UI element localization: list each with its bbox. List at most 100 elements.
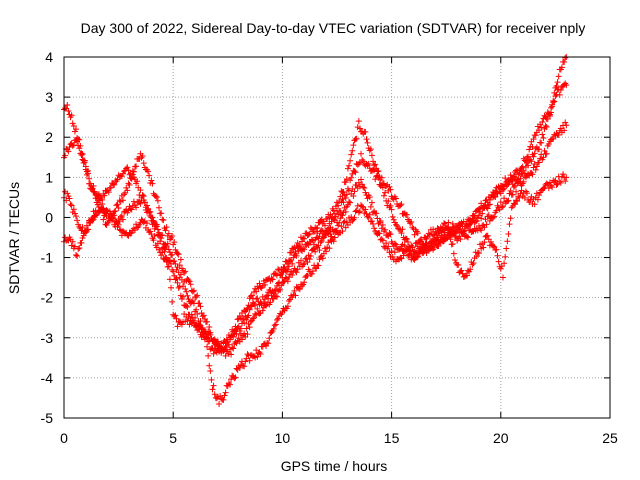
- data-point-track-3: [116, 218, 123, 225]
- y-axis-label: SDTVAR / TECUs: [6, 182, 22, 294]
- data-point-track-1: [561, 59, 568, 66]
- data-point-track-4: [143, 220, 150, 227]
- data-point-track-3: [162, 245, 169, 252]
- data-point-track-1: [346, 162, 353, 169]
- data-point-track-4: [69, 238, 76, 245]
- data-point-track-3: [259, 307, 266, 314]
- data-point-track-3: [478, 227, 485, 234]
- data-point-track-4: [505, 230, 512, 237]
- data-point-track-3: [326, 227, 333, 234]
- data-point-track-3: [501, 195, 508, 202]
- data-point-track-3: [71, 210, 78, 217]
- data-point-track-2: [470, 212, 477, 219]
- data-point-track-1: [363, 136, 370, 143]
- data-point-track-4: [266, 335, 273, 342]
- data-point-track-3: [111, 212, 118, 219]
- data-point-track-3: [350, 193, 357, 200]
- data-point-track-1: [558, 64, 565, 71]
- data-point-track-3: [228, 351, 235, 358]
- data-point-track-1: [111, 181, 118, 188]
- data-point-track-2: [75, 142, 82, 149]
- data-point-track-1: [105, 189, 112, 196]
- data-point-track-2: [100, 216, 107, 223]
- data-point-track-3: [424, 247, 431, 254]
- data-point-track-3: [176, 283, 183, 290]
- data-point-track-3: [229, 344, 236, 351]
- data-point-track-4: [257, 351, 264, 358]
- data-point-track-2: [552, 93, 559, 100]
- data-point-track-4: [151, 233, 158, 240]
- data-point-track-3: [153, 223, 160, 230]
- data-point-track-1: [311, 228, 318, 235]
- data-point-track-2: [123, 184, 130, 191]
- data-point-track-4: [202, 333, 209, 340]
- data-point-track-2: [177, 256, 184, 263]
- data-point-track-2: [200, 312, 207, 319]
- data-point-track-2: [360, 158, 367, 165]
- data-point-track-4: [158, 252, 165, 259]
- x-tick-label: 5: [169, 430, 177, 446]
- data-point-track-3: [483, 221, 490, 228]
- data-point-track-4: [557, 179, 564, 186]
- data-point-track-1: [387, 186, 394, 193]
- data-point-track-4: [546, 179, 553, 186]
- data-point-track-4: [436, 229, 443, 236]
- data-point-track-2: [442, 220, 449, 227]
- data-point-track-2: [492, 193, 499, 200]
- data-point-track-1: [478, 200, 485, 207]
- data-point-track-2: [522, 158, 529, 165]
- data-point-track-4: [534, 196, 541, 203]
- data-point-track-4: [397, 254, 404, 261]
- data-point-track-2: [115, 205, 122, 212]
- data-point-track-1: [562, 54, 569, 61]
- data-point-track-3: [251, 314, 258, 321]
- data-point-track-2: [484, 205, 491, 212]
- data-point-track-4: [323, 248, 330, 255]
- data-point-track-1: [553, 82, 560, 89]
- data-point-track-1: [554, 79, 561, 86]
- data-point-track-4: [285, 298, 292, 305]
- data-point-track-2: [519, 163, 526, 170]
- data-point-track-3: [434, 234, 441, 241]
- x-tick-label: 10: [275, 430, 291, 446]
- data-point-track-4: [362, 206, 369, 213]
- data-point-track-1: [119, 170, 126, 177]
- data-point-track-4: [503, 245, 510, 252]
- data-point-track-4: [147, 228, 154, 235]
- data-point-track-4: [222, 389, 229, 396]
- x-tick-label: 15: [384, 430, 400, 446]
- data-point-track-3: [444, 235, 451, 242]
- data-point-track-4: [432, 228, 439, 235]
- data-point-track-4: [115, 221, 122, 228]
- y-tick-label: 4: [45, 49, 53, 65]
- data-point-track-2: [69, 142, 76, 149]
- data-point-track-3: [463, 233, 470, 240]
- data-point-track-4: [455, 261, 462, 268]
- data-point-track-3: [67, 201, 74, 208]
- data-point-track-3: [140, 193, 147, 200]
- data-point-track-4: [210, 382, 217, 389]
- data-point-track-4: [351, 214, 358, 221]
- data-point-track-2: [502, 175, 509, 182]
- data-point-track-4: [510, 200, 517, 207]
- data-point-track-4: [140, 219, 147, 226]
- data-point-track-3: [230, 345, 237, 352]
- data-point-track-4: [80, 232, 87, 239]
- data-point-track-1: [340, 189, 347, 196]
- data-point-track-4: [548, 182, 555, 189]
- data-point-track-4: [221, 392, 228, 399]
- data-point-track-3: [368, 199, 375, 206]
- data-point-track-2: [305, 241, 312, 248]
- data-point-track-3: [505, 197, 512, 204]
- data-point-track-4: [271, 322, 278, 329]
- data-point-track-4: [354, 202, 361, 209]
- data-point-track-2: [479, 210, 486, 217]
- data-point-track-1: [543, 123, 550, 130]
- data-point-track-4: [404, 252, 411, 259]
- data-point-track-3: [550, 135, 557, 142]
- data-point-track-2: [509, 176, 516, 183]
- data-point-track-3: [294, 266, 301, 273]
- data-point-track-3: [66, 195, 73, 202]
- data-point-track-2: [370, 166, 377, 173]
